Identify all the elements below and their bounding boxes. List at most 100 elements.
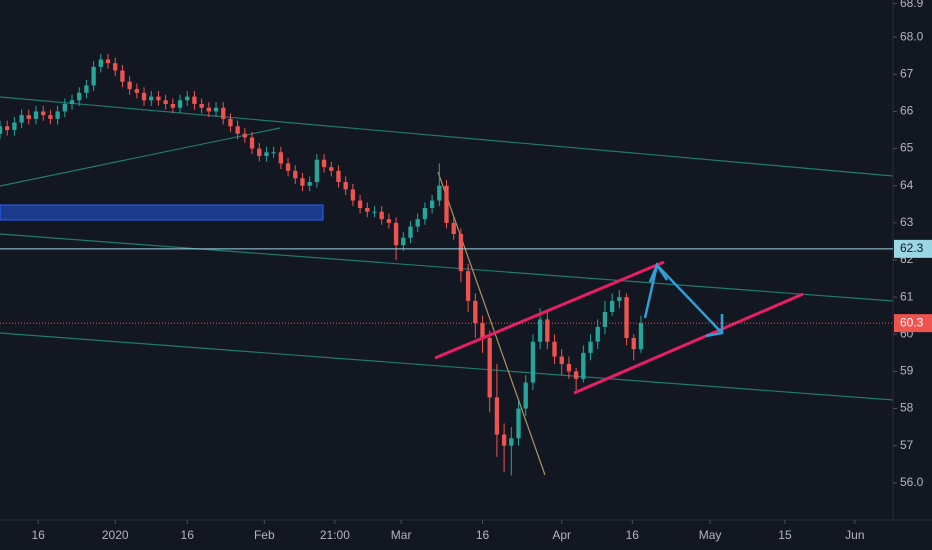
x-tick-label: Jun — [845, 528, 864, 542]
candle-body — [350, 189, 356, 201]
candle-body — [98, 59, 103, 67]
candle-body — [624, 297, 629, 338]
candle-body — [617, 297, 622, 301]
candle-body — [537, 319, 543, 342]
candle-body — [480, 323, 485, 338]
trend-line — [0, 96, 894, 177]
candle-body — [192, 96, 197, 104]
candle-body — [372, 211, 377, 213]
candle-body — [444, 185, 449, 223]
candle-body — [566, 364, 572, 372]
x-tick-label: Apr — [552, 528, 571, 542]
channel-line — [434, 260, 665, 360]
candle-body — [249, 137, 255, 149]
candle-body — [293, 170, 298, 179]
candle-body — [559, 356, 564, 364]
candle-body — [365, 208, 370, 212]
candle-body — [105, 59, 111, 64]
candle-body — [516, 408, 521, 439]
candle-body — [588, 341, 593, 353]
candle-body — [5, 126, 10, 130]
candle-body — [451, 222, 456, 234]
price-label: 60.3 — [900, 315, 924, 329]
arrow-head — [705, 314, 724, 338]
candle-body — [271, 152, 276, 154]
candle-body — [465, 271, 471, 301]
x-tick-label: 16 — [31, 528, 45, 542]
y-tick-label: 68.0 — [900, 29, 924, 43]
candle-body — [213, 107, 219, 112]
y-tick-label: 56.0 — [900, 475, 924, 489]
candle-body — [401, 237, 406, 246]
candle-body — [573, 371, 579, 379]
y-tick-label: 66 — [900, 104, 914, 118]
candle-body — [487, 338, 492, 398]
y-tick-label: 67 — [900, 66, 914, 80]
candle-body — [307, 182, 312, 186]
candle-body — [33, 111, 39, 119]
candle-body — [141, 92, 147, 101]
candle-body — [509, 438, 514, 446]
candle-body — [113, 63, 118, 71]
candle-body — [609, 300, 615, 312]
x-tick-label: May — [699, 528, 722, 542]
trend-line — [0, 233, 894, 302]
candle-body — [170, 104, 175, 108]
candle-body — [185, 96, 190, 101]
candle-body — [314, 159, 320, 182]
y-tick-label: 61 — [900, 289, 914, 303]
candle-body — [336, 170, 341, 182]
candle-body — [41, 111, 46, 116]
candle-body — [242, 133, 248, 138]
candle-body — [177, 100, 183, 108]
candle-body — [156, 96, 161, 101]
candle-body — [48, 115, 53, 119]
y-tick-label: 64 — [900, 178, 914, 192]
candle-body — [77, 92, 82, 101]
candle-body — [221, 107, 226, 119]
x-tick-label: Mar — [391, 528, 412, 542]
candle-body — [55, 111, 60, 119]
candle-body — [206, 107, 212, 112]
candle-body — [149, 96, 154, 101]
price-label: 62.3 — [900, 241, 924, 255]
candle-body — [429, 200, 435, 208]
candle-body — [523, 382, 528, 409]
candle-body — [343, 182, 348, 190]
candle-body — [321, 159, 327, 168]
x-tick-label: 16 — [626, 528, 640, 542]
candle-body — [127, 81, 132, 90]
trend-line — [0, 332, 894, 401]
candle-body — [422, 208, 428, 220]
candle-body — [415, 219, 420, 227]
candle-body — [357, 200, 363, 208]
x-tick-label: 2020 — [102, 528, 129, 542]
candle-body — [545, 319, 550, 342]
trend-line — [437, 171, 546, 476]
candle-body — [473, 300, 478, 324]
candle-body — [552, 341, 557, 357]
y-tick-label: 63 — [900, 215, 914, 229]
candle-body — [0, 126, 3, 134]
candle-body — [199, 104, 204, 108]
y-tick-label: 58 — [900, 401, 914, 415]
candle-body — [638, 323, 644, 350]
candle-body — [69, 100, 75, 104]
y-tick-label: 57 — [900, 438, 914, 452]
candles — [0, 53, 644, 476]
candle-body — [581, 352, 586, 379]
price-label-box — [894, 239, 932, 258]
y-tick-label: 65 — [900, 141, 914, 155]
candle-body — [120, 70, 125, 82]
zone-rect — [0, 204, 324, 221]
candle-body — [257, 148, 262, 156]
x-tick-label: 15 — [778, 528, 792, 542]
drawings — [0, 96, 894, 476]
candle-body — [300, 178, 305, 186]
candle-body — [285, 163, 291, 171]
price-label-box — [894, 314, 932, 333]
candle-body — [602, 312, 608, 327]
x-tick-label: 21:00 — [320, 528, 350, 542]
candle-body — [26, 115, 31, 119]
